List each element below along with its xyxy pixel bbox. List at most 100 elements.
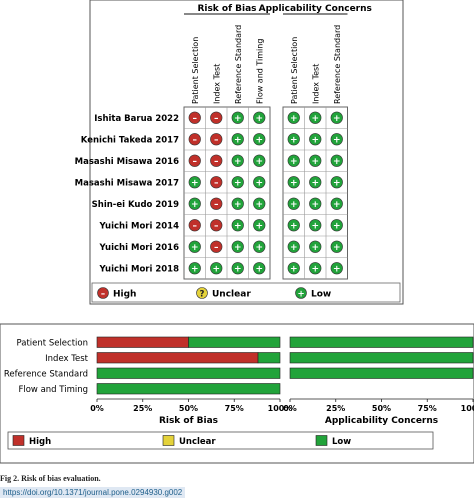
rob-judgement-low [231, 262, 244, 275]
app-judgement-low-symbol: + [333, 222, 341, 232]
app-judgement-low-symbol: + [290, 243, 298, 253]
app-judgement-low [287, 262, 300, 275]
rob-judgement-low-symbol: + [255, 265, 263, 275]
rob-judgement-low [231, 219, 244, 232]
app-judgement-low-symbol: + [311, 222, 319, 232]
app-judgement-low-symbol: + [311, 200, 319, 210]
app-judgement-low [330, 197, 343, 210]
rob-judgement-high-symbol: – [193, 136, 198, 146]
legend-unclear-symbol: ? [200, 289, 205, 299]
rob-judgement-low-symbol: + [234, 157, 242, 167]
rob-judgement-low [188, 197, 201, 210]
x-tick-label: 50% [372, 404, 391, 413]
rob-judgement-high-symbol: – [214, 243, 219, 253]
x-tick-label: 50% [179, 404, 198, 413]
legend-low-label: Low [311, 290, 331, 300]
x-tick-label: 0% [90, 404, 104, 413]
app-judgement-low-symbol: + [333, 179, 341, 189]
bar-charts: Patient Selection Index Test Reference Sta… [4, 336, 474, 426]
rob-judgement-low-symbol: + [255, 222, 263, 232]
risk-of-bias-figure: Risk of Bias Applicability Concerns Patien… [0, 0, 474, 464]
app-judgement-low [309, 176, 322, 189]
app-judgement-low-symbol: + [290, 265, 298, 275]
rob-judgement-high-symbol: – [193, 157, 198, 167]
app-judgement-low [330, 154, 343, 167]
rob-judgement-low [188, 240, 201, 253]
app-judgement-low [287, 176, 300, 189]
rob-judgement-high-symbol: – [214, 157, 219, 167]
rob-judgement-low-symbol: + [255, 200, 263, 210]
bar-legend-high-label: High [29, 437, 51, 447]
bar-category-label: Flow and Timing [18, 385, 88, 395]
doi-link[interactable]: https://doi.org/10.1371/journal.pone.029… [0, 487, 186, 498]
header-applicability-concerns: Applicability Concerns [259, 4, 372, 14]
figure-caption: Fig 2. Risk of bias evaluation. [0, 474, 101, 483]
app-judgement-low [287, 219, 300, 232]
rob-judgement-low-symbol: + [191, 200, 199, 210]
bar-segment-low [96, 367, 281, 379]
rob-judgement-low [253, 111, 266, 124]
rob-col-header: Patient Selection [191, 37, 200, 104]
rob-judgement-low-symbol: + [191, 265, 199, 275]
app-judgement-low [309, 240, 322, 253]
legend-high-label: High [113, 290, 136, 300]
rob-judgement-high-symbol: – [193, 222, 198, 232]
rob-judgement-high [210, 154, 223, 167]
rob-judgement-high-symbol: – [214, 179, 219, 189]
app-judgement-low-symbol: + [311, 114, 319, 124]
app-judgement-low [287, 240, 300, 253]
rob-judgement-low-symbol: + [234, 114, 242, 124]
rob-judgement-low-symbol: + [255, 179, 263, 189]
app-col-header: Index Test [311, 64, 320, 104]
bar-segment-high [96, 352, 259, 364]
rob-judgement-high [210, 197, 223, 210]
app-judgement-low-symbol: + [333, 265, 341, 275]
app-judgement-low [287, 197, 300, 210]
study-label: Yuichi Mori 2016 [99, 243, 180, 253]
rob-judgement-high-symbol: – [214, 222, 219, 232]
bar-segment-low [289, 367, 474, 379]
summary-legend-box [91, 282, 401, 303]
bar-segment-low [289, 352, 474, 364]
app-col-header: Patient Selection [290, 37, 299, 104]
legend-unclear-marker [196, 287, 208, 299]
rob-judgement-high-symbol: – [193, 114, 198, 124]
study-label: Masashi Misawa 2017 [75, 178, 179, 188]
rob-judgement-low [253, 262, 266, 275]
app-judgement-low-symbol: + [311, 243, 319, 253]
bar-category-label: Patient Selection [17, 338, 88, 348]
app-judgement-low-symbol: + [290, 136, 298, 146]
app-judgement-low-symbol: + [311, 136, 319, 146]
legend-high-marker [97, 287, 109, 299]
rob-judgement-low-symbol: + [234, 222, 242, 232]
x-tick-label: 25% [326, 404, 345, 413]
header-risk-of-bias: Risk of Bias [197, 4, 256, 14]
app-judgement-low [330, 176, 343, 189]
rob-judgement-high-symbol: – [214, 114, 219, 124]
app-judgement-low [330, 262, 343, 275]
rob-judgement-low [253, 176, 266, 189]
rob-judgement-high-symbol: – [214, 136, 219, 146]
x-tick-label: 100% [268, 404, 293, 413]
x-tick-label: 25% [133, 404, 152, 413]
rob-judgement-low-symbol: + [234, 136, 242, 146]
rob-judgement-low [253, 133, 266, 146]
app-judgement-low-symbol: + [333, 136, 341, 146]
study-label: Shin-ei Kudo 2019 [92, 200, 179, 210]
rob-judgement-low [231, 154, 244, 167]
app-judgement-low [287, 133, 300, 146]
bar-legend: High Unclear Low [7, 431, 434, 450]
app-judgement-low-symbol: + [333, 114, 341, 124]
study-label: Yuichi Mori 2014 [99, 221, 180, 231]
app-judgement-low [309, 219, 322, 232]
app-judgement-low-symbol: + [333, 243, 341, 253]
legend-low-symbol: + [297, 289, 304, 299]
bar-legend-low-label: Low [332, 437, 351, 447]
app-judgement-low [287, 154, 300, 167]
rob-judgement-high-symbol: – [214, 200, 219, 210]
app-judgement-low [330, 133, 343, 146]
bar-category-label: Reference Standard [4, 369, 88, 379]
rob-judgement-low-symbol: + [255, 243, 263, 253]
app-judgement-low [330, 111, 343, 124]
app-judgement-low-symbol: + [311, 157, 319, 167]
